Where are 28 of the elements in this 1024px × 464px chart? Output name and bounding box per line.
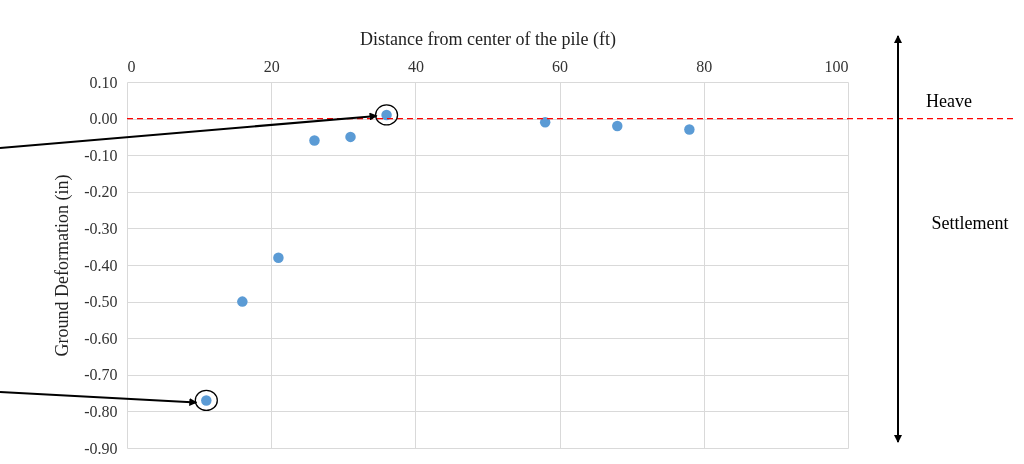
point [345, 131, 356, 143]
y-tick-label: -0.40 [84, 256, 118, 274]
x-tick-label: 100 [824, 57, 849, 75]
y-tick-label: -0.70 [84, 366, 118, 384]
point [273, 252, 284, 263]
x-tick-label: 40 [407, 57, 424, 75]
point [309, 135, 320, 146]
point [684, 124, 695, 135]
text: Heave [926, 91, 972, 111]
x-tick-label: 60 [552, 57, 569, 75]
y-axis-title: Ground Deformation (in) [52, 174, 74, 357]
y-tick-label: -0.20 [84, 183, 118, 201]
x-tick-label: 0 [127, 57, 136, 75]
y-tick-label: -0.60 [84, 329, 118, 347]
y-tick-label: 0.00 [89, 110, 118, 128]
x-tick-label: 20 [263, 57, 280, 75]
y-tick-label: 0.10 [89, 73, 118, 91]
x-axis-title: Distance from center of the pile (ft) [360, 28, 616, 50]
y-tick-label: -0.80 [84, 402, 118, 420]
y-tick-label: -0.50 [84, 293, 118, 311]
x-tick-label: 80 [696, 57, 713, 75]
y-tick-label: -0.30 [84, 219, 118, 237]
y-tick-label: -0.90 [84, 439, 118, 457]
text: Settlement [931, 213, 1009, 233]
point [237, 296, 248, 307]
y-tick-label: -0.10 [84, 146, 118, 164]
point [539, 117, 551, 128]
point [612, 120, 623, 132]
